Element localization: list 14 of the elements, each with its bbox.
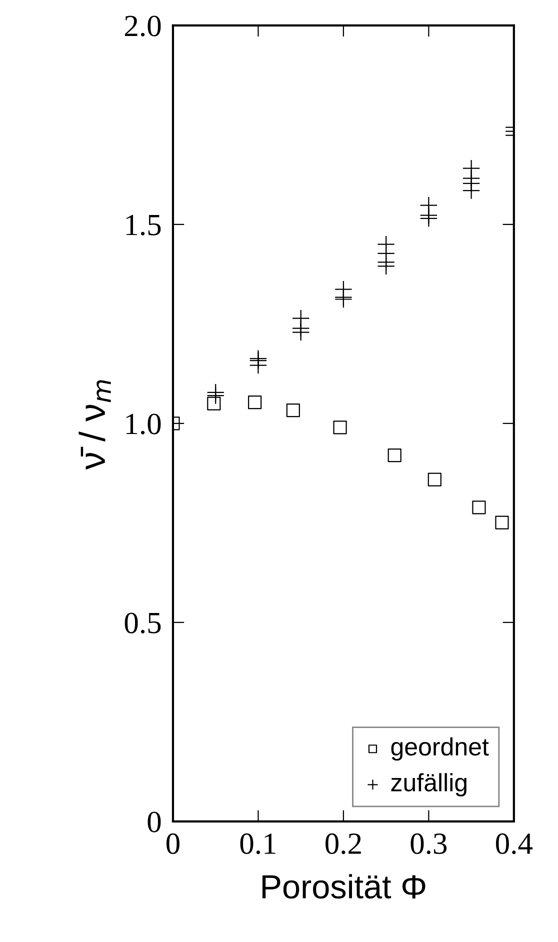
y-tick-label: 0.5 xyxy=(124,612,161,634)
y-tick-label: 0 xyxy=(148,812,161,832)
x-tick-label: 0.3 xyxy=(410,833,447,854)
x-axis-title: Porosität Φ xyxy=(262,874,426,899)
x-tick-label: 0 xyxy=(166,833,180,854)
x-tick-label: 0.2 xyxy=(326,833,361,854)
x-tick-label: 0.4 xyxy=(496,833,533,854)
y-tick-label: 1.5 xyxy=(126,214,161,236)
legend-label: geordnet xyxy=(391,737,489,761)
y-tick-label: 1.0 xyxy=(126,414,161,434)
x-tick-label: 0.1 xyxy=(240,833,276,854)
legend-label: zufällig xyxy=(391,773,466,796)
y-tick-label: 2.0 xyxy=(125,16,161,36)
y-axis-title: ν̄ / ν$_{m}$ xyxy=(78,380,111,470)
